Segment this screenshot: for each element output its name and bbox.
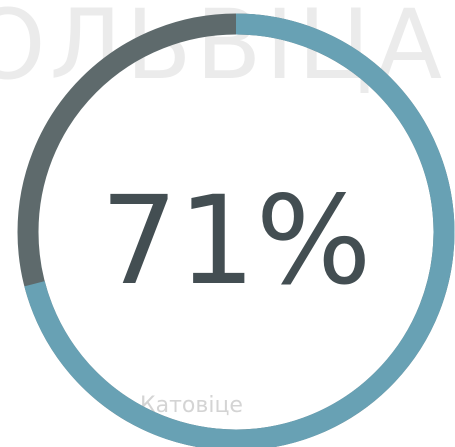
progress-arc	[24, 13, 455, 447]
value-label: 71%	[100, 170, 371, 312]
ring	[17, 13, 455, 447]
